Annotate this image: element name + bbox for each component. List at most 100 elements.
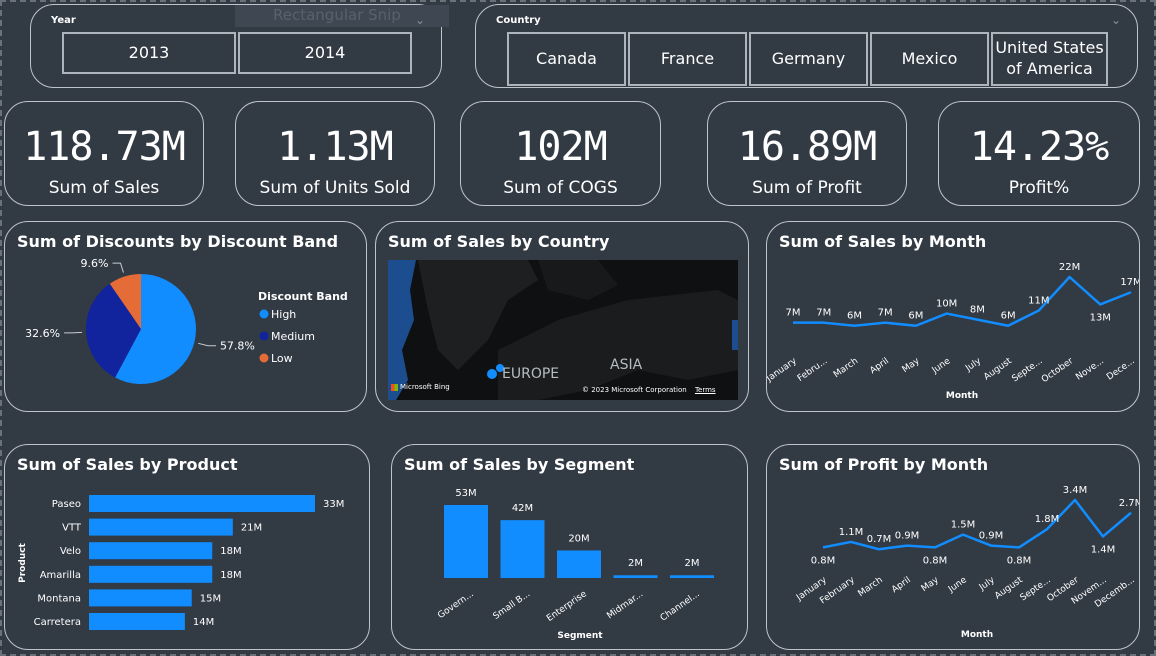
sales-by-segment-card[interactable]: Sum of Sales by Segment 53M Govern... 42M S…	[391, 444, 748, 650]
map-bubble-france[interactable]	[487, 369, 497, 379]
column-data-label: 2M	[628, 558, 643, 569]
data-label: 6M	[847, 311, 862, 322]
map-bubble-germany[interactable]	[496, 364, 504, 372]
data-label: 0.8M	[923, 555, 948, 566]
copyright-text: © 2023 Microsoft Corporation	[582, 386, 687, 394]
data-label: 11M	[1028, 296, 1049, 307]
column-2	[557, 550, 601, 578]
bar-data-label: 33M	[323, 499, 344, 510]
kpi-value: 14.23%	[969, 124, 1110, 170]
x-tick-label: March	[832, 356, 860, 380]
data-label: 1.4M	[1091, 544, 1116, 555]
bar-data-label: 14M	[193, 617, 214, 628]
data-label: 13M	[1090, 312, 1111, 323]
arctic-shape	[538, 260, 618, 300]
kpi-card-sales[interactable]: 118.73M Sum of Sales	[4, 101, 204, 206]
kpi-card-profit[interactable]: 16.89M Sum of Profit	[707, 101, 907, 206]
column-0	[444, 505, 488, 578]
country-option-mexico[interactable]: Mexico	[870, 32, 989, 86]
eurasia-shape	[498, 290, 738, 400]
x-tick-label: Septe...	[1010, 356, 1044, 384]
column-4	[670, 575, 714, 578]
data-label: 1.5M	[951, 520, 976, 531]
data-label: 0.8M	[1007, 555, 1032, 566]
x-tick-label: April	[868, 356, 891, 376]
x-tick-label: June	[930, 356, 953, 376]
country-slicer: Country ⌄ Canada France Germany Mexico U…	[475, 4, 1138, 88]
country-map[interactable]: EUROPE ASIA Microsoft Bing © 2023 Micros…	[388, 260, 738, 400]
sales-by-product-card[interactable]: Sum of Sales by Product Paseo 33M VTT 21M Ve…	[4, 444, 370, 650]
x-tick-label: Dece...	[1105, 356, 1137, 382]
kpi-value: 16.89M	[737, 124, 878, 170]
sales-by-month-card[interactable]: Sum of Sales by Month 7M January 7M Febru..…	[766, 221, 1140, 412]
sales-map-card[interactable]: Sum of Sales by Country EUROPE ASIA Micr…	[375, 221, 749, 412]
x-tick-label: Enterprise	[545, 589, 589, 624]
column-data-label: 2M	[685, 558, 700, 569]
chevron-down-icon[interactable]: ⌄	[1110, 13, 1121, 27]
profit-line-chart: 0.8MJanuary1.1MFebruary0.7MMarch0.9MApri…	[794, 485, 1139, 640]
data-label: 17M	[1120, 277, 1139, 288]
data-label: 6M	[908, 311, 923, 322]
bar-vtt	[89, 518, 233, 536]
legend-marker-low	[259, 353, 269, 363]
data-label: 7M	[816, 308, 831, 319]
kpi-card-profit-percent[interactable]: 14.23% Profit%	[938, 101, 1140, 206]
y-tick-label: Montana	[37, 593, 81, 604]
column-3	[613, 575, 658, 578]
country-option-germany[interactable]: Germany	[749, 32, 868, 86]
data-label: 22M	[1059, 262, 1080, 273]
legend-title: Discount Band	[258, 290, 348, 303]
x-tick-label: Midmar...	[605, 589, 645, 621]
profit-by-month-card[interactable]: Sum of Profit by Month 0.8M January 1.1M Fe…	[766, 444, 1140, 650]
x-tick-label: June	[946, 575, 969, 595]
pie-data-label: 57.8%	[220, 340, 255, 353]
pie-slice-low	[109, 274, 141, 329]
year-option-2013[interactable]: 2013	[62, 32, 236, 74]
kpi-value: 102M	[514, 124, 607, 170]
bar-data-label: 15M	[200, 593, 221, 604]
kpi-value: 1.13M	[277, 124, 393, 170]
data-label: 2.7M	[1119, 498, 1139, 509]
legend-entry-medium: Medium	[271, 330, 315, 343]
country-option-usa[interactable]: United States of America	[991, 32, 1108, 86]
x-tick-label: Febru...	[796, 356, 830, 384]
terms-link[interactable]: Terms	[694, 386, 716, 394]
data-label: 10M	[936, 299, 957, 310]
x-tick-label: January	[767, 356, 799, 385]
x-tick-label: March	[857, 575, 885, 599]
kpi-card-cogs[interactable]: 102M Sum of COGS	[460, 101, 661, 206]
product-bar-chart: Paseo 33M VTT 21M Velo 18M Amarilla 18M Montana 1…	[18, 495, 344, 630]
kpi-value: 118.73M	[23, 124, 186, 170]
bar-carretera	[89, 613, 185, 630]
data-label: 6M	[1001, 311, 1016, 322]
windows-icon	[391, 383, 398, 391]
bing-logo: Microsoft Bing	[391, 383, 450, 391]
chart-title: Sum of Sales by Segment	[404, 455, 635, 474]
chevron-down-icon[interactable]: ⌄	[414, 13, 425, 27]
kpi-card-units-sold[interactable]: 1.13M Sum of Units Sold	[235, 101, 435, 206]
x-axis-title: Month	[961, 630, 993, 640]
pie-leader-line	[198, 342, 216, 347]
kpi-label: Sum of Units Sold	[259, 178, 411, 198]
y-tick-label: Carretera	[34, 617, 81, 628]
column-data-label: 42M	[512, 503, 533, 514]
x-tick-label: Govern...	[436, 589, 475, 621]
discounts-pie-card[interactable]: Sum of Discounts by Discount Band 57.8% 3…	[4, 221, 367, 412]
chart-title: Sum of Sales by Month	[779, 232, 987, 251]
country-option-canada[interactable]: Canada	[507, 32, 626, 86]
chart-title: Sum of Discounts by Discount Band	[17, 232, 339, 251]
segment-column-chart: 53M Govern... 42M Small B... 20M Enterprise 2M…	[436, 488, 714, 641]
x-tick-label: August	[982, 356, 1014, 383]
map-label-europe: EUROPE	[502, 366, 560, 382]
legend-marker-medium	[259, 331, 269, 341]
kpi-label: Sum of Profit	[752, 178, 862, 198]
greenland-shape	[418, 260, 538, 370]
pie-leader-line	[64, 331, 83, 334]
bar-paseo	[89, 495, 315, 512]
data-label: 8M	[970, 305, 985, 316]
bing-label: Microsoft Bing	[400, 383, 450, 391]
country-option-france[interactable]: France	[628, 32, 747, 86]
series-line	[793, 275, 1132, 327]
year-option-2014[interactable]: 2014	[238, 32, 412, 74]
